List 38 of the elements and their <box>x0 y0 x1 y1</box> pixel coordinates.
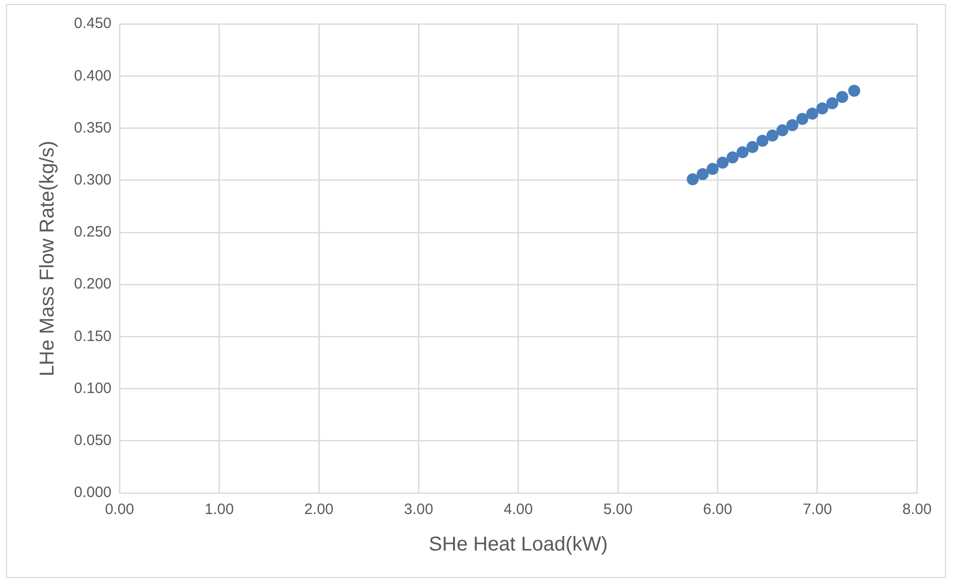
x-tick-label: 6.00 <box>703 501 732 518</box>
x-tick-label: 0.00 <box>104 501 134 518</box>
point <box>806 108 818 120</box>
point <box>766 130 778 142</box>
point <box>836 90 848 103</box>
y-tick-label: 0.250 <box>74 224 112 241</box>
x-tick-label: 5.00 <box>603 501 633 518</box>
x-axis-title: SHe Heat Load(kW) <box>428 534 608 556</box>
point <box>696 168 709 180</box>
x-tick-label: 8.00 <box>902 501 932 518</box>
point <box>726 151 739 164</box>
x-tick-label: 1.00 <box>204 501 234 518</box>
y-tick-label: 0.450 <box>74 15 112 32</box>
y-tick-label: 0.350 <box>74 119 112 136</box>
y-tick-label: 0.150 <box>74 328 112 345</box>
point <box>796 112 808 125</box>
y-tick-label: 0.050 <box>74 432 112 450</box>
point <box>686 173 699 186</box>
point <box>786 119 798 132</box>
point <box>706 162 719 175</box>
y-tick-label: 0.100 <box>74 380 112 397</box>
y-tick-label: 0.300 <box>74 171 112 188</box>
x-tick-label: 2.00 <box>304 501 334 518</box>
x-tick-label: 7.00 <box>802 501 832 518</box>
y-axis-title: LHe Mass Flow Rate(kg/s) <box>36 140 59 376</box>
point <box>848 84 860 97</box>
point <box>826 97 838 110</box>
x-tick-label: 4.00 <box>504 501 533 518</box>
y-tick-label: 0.200 <box>74 276 112 293</box>
point <box>746 140 759 153</box>
point <box>716 156 729 169</box>
point <box>736 146 749 158</box>
point <box>816 102 828 114</box>
x-tick-label: 3.00 <box>404 501 434 518</box>
y-tick-label: 0.400 <box>74 67 112 84</box>
point <box>776 124 788 136</box>
point <box>756 134 768 147</box>
y-tick-label: 0.000 <box>74 484 112 502</box>
